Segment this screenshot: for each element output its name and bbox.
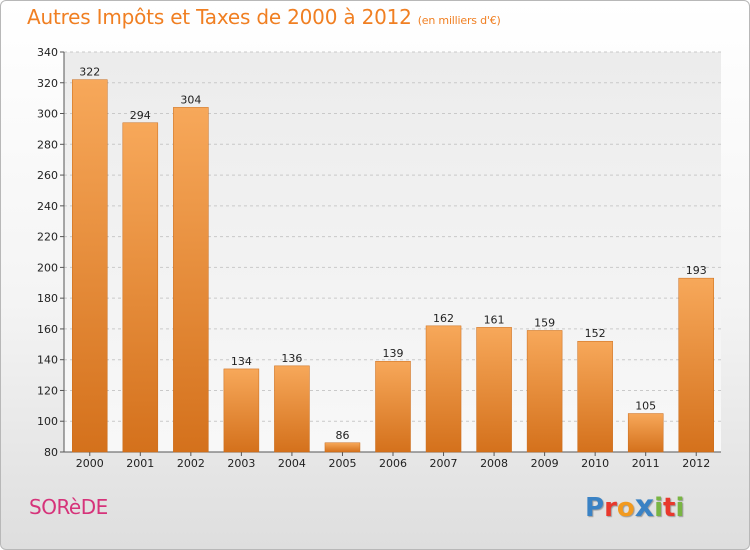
data-label-2003: 134 bbox=[231, 355, 252, 368]
logo-letter: r bbox=[604, 493, 617, 523]
y-tick-label: 300 bbox=[37, 108, 58, 121]
bar-2003 bbox=[223, 368, 260, 453]
data-label-2006: 139 bbox=[383, 347, 404, 360]
x-tick-label-2008: 2008 bbox=[480, 457, 508, 470]
y-tick-label: 280 bbox=[37, 138, 58, 151]
data-label-2007: 162 bbox=[433, 312, 454, 325]
x-tick-label-2001: 2001 bbox=[126, 457, 154, 470]
data-label-2011: 105 bbox=[635, 400, 656, 413]
data-label-2001: 294 bbox=[130, 109, 151, 122]
bar-2007 bbox=[425, 325, 462, 453]
proxiti-logo: Proxiti bbox=[585, 489, 684, 524]
bar-2001 bbox=[122, 122, 159, 453]
chart-title: Autres Impôts et Taxes de 2000 à 2012 (en… bbox=[27, 5, 501, 29]
x-tick-label-2011: 2011 bbox=[632, 457, 660, 470]
y-tick-label: 340 bbox=[37, 46, 58, 59]
logo-letter: x bbox=[634, 489, 655, 524]
logo-letter: o bbox=[616, 493, 635, 523]
bar-2009 bbox=[526, 330, 563, 453]
data-label-2009: 159 bbox=[534, 316, 555, 329]
x-tick-label-2003: 2003 bbox=[227, 457, 255, 470]
bar-2002 bbox=[173, 107, 209, 453]
data-label-2004: 136 bbox=[281, 352, 302, 365]
y-tick-label: 140 bbox=[37, 354, 58, 367]
location-name: SORèDE bbox=[29, 495, 108, 519]
y-tick-label: 200 bbox=[37, 261, 58, 274]
x-tick-label-2007: 2007 bbox=[430, 457, 458, 470]
bar-2005 bbox=[324, 442, 361, 453]
logo-letter: i bbox=[654, 493, 664, 523]
bar-2011 bbox=[627, 413, 664, 453]
y-tick-label: 260 bbox=[37, 169, 58, 182]
logo-letter: i bbox=[675, 493, 685, 523]
x-tick-label-2002: 2002 bbox=[177, 457, 205, 470]
bar-2008 bbox=[476, 327, 512, 453]
logo-letter: t bbox=[663, 493, 676, 523]
x-tick-label-2009: 2009 bbox=[531, 457, 559, 470]
logo-letter: P bbox=[585, 493, 605, 523]
y-tick-label: 220 bbox=[37, 231, 58, 244]
x-tick-label-2000: 2000 bbox=[76, 457, 104, 470]
y-tick-label: 180 bbox=[37, 292, 58, 305]
x-tick-label-2010: 2010 bbox=[581, 457, 609, 470]
x-tick-label-2006: 2006 bbox=[379, 457, 407, 470]
bar-2000 bbox=[72, 79, 108, 453]
data-label-2012: 193 bbox=[686, 264, 707, 277]
y-tick-label: 240 bbox=[37, 200, 58, 213]
y-tick-label: 320 bbox=[37, 77, 58, 90]
y-tick-label: 120 bbox=[37, 384, 58, 397]
chart-subtitle: (en milliers d'€) bbox=[417, 14, 501, 27]
y-tick-label: 80 bbox=[44, 446, 58, 459]
data-label-2005: 86 bbox=[335, 429, 349, 442]
data-label-2010: 152 bbox=[585, 327, 606, 340]
y-tick-label: 100 bbox=[37, 415, 58, 428]
y-tick-label: 160 bbox=[37, 323, 58, 336]
data-label-2002: 304 bbox=[180, 93, 201, 106]
bar-2006 bbox=[375, 360, 411, 453]
bar-2012 bbox=[678, 277, 714, 453]
bar-2010 bbox=[577, 340, 613, 453]
data-label-2008: 161 bbox=[484, 313, 505, 326]
data-label-2000: 322 bbox=[79, 66, 100, 79]
x-tick-label-2012: 2012 bbox=[682, 457, 710, 470]
x-tick-label-2004: 2004 bbox=[278, 457, 306, 470]
bar-2004 bbox=[274, 365, 310, 453]
chart-title-text: Autres Impôts et Taxes de 2000 à 2012 bbox=[27, 5, 412, 29]
x-tick-label-2005: 2005 bbox=[328, 457, 356, 470]
